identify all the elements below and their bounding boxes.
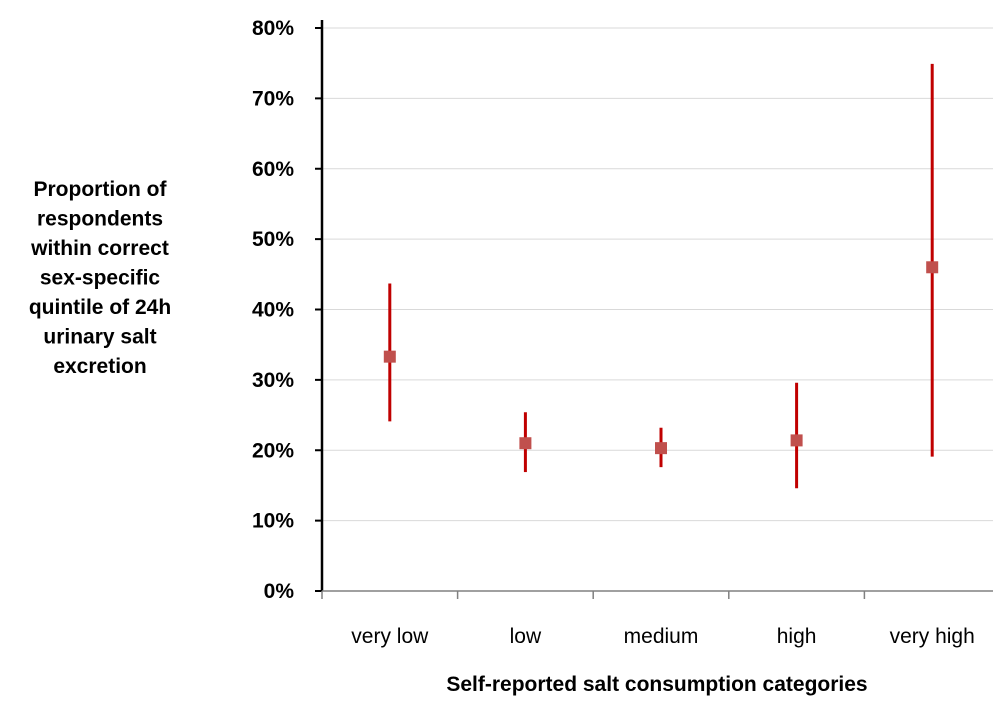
x-tick-label-low: low bbox=[510, 625, 542, 648]
y-tick-label-30%: 30% bbox=[252, 369, 294, 392]
y-tick-label-40%: 40% bbox=[252, 299, 294, 322]
y-tick-label-10%: 10% bbox=[252, 510, 294, 533]
y-tick-label-0%: 0% bbox=[264, 580, 295, 603]
data-point-very-high bbox=[926, 261, 939, 274]
y-axis-title-line-6: urinary salt bbox=[43, 326, 156, 349]
y-axis-title-line-3: within correct bbox=[30, 237, 169, 260]
y-tick-label-20%: 20% bbox=[252, 439, 294, 462]
x-tick-label-high: high bbox=[777, 625, 817, 648]
x-tick-label-very-low: very low bbox=[351, 625, 429, 648]
x-tick-label-very-high: very high bbox=[890, 625, 975, 648]
y-axis-title-line-1: Proportion of bbox=[34, 178, 168, 201]
y-axis-title-line-4: sex-specific bbox=[40, 267, 161, 290]
y-axis-title-line-5: quintile of 24h bbox=[29, 296, 171, 319]
data-point-medium bbox=[655, 442, 667, 455]
y-tick-labels: 0% 10% 20% 30% 40% 50% 60% 70% 80% bbox=[252, 17, 294, 603]
y-tick-label-80%: 80% bbox=[252, 17, 294, 40]
x-axis-title: Self-reported salt consumption categorie… bbox=[446, 673, 867, 696]
axes bbox=[315, 20, 993, 599]
data-point-high bbox=[790, 434, 803, 447]
x-tick-labels: very low low medium high very high bbox=[351, 625, 975, 648]
y-axis-title: Proportion of respondents within correct se… bbox=[29, 178, 171, 378]
y-axis-title-line-2: respondents bbox=[37, 208, 163, 231]
y-tick-label-60%: 60% bbox=[252, 158, 294, 181]
error-bars bbox=[388, 63, 934, 489]
gridlines bbox=[322, 27, 993, 522]
data-points bbox=[383, 261, 939, 455]
y-tick-label-70%: 70% bbox=[252, 87, 294, 110]
data-point-low bbox=[519, 437, 532, 450]
y-tick-label-50%: 50% bbox=[252, 228, 294, 251]
y-axis-title-line-7: excretion bbox=[53, 355, 146, 378]
data-point-very-low bbox=[383, 350, 396, 363]
x-tick-label-medium: medium bbox=[624, 625, 699, 648]
